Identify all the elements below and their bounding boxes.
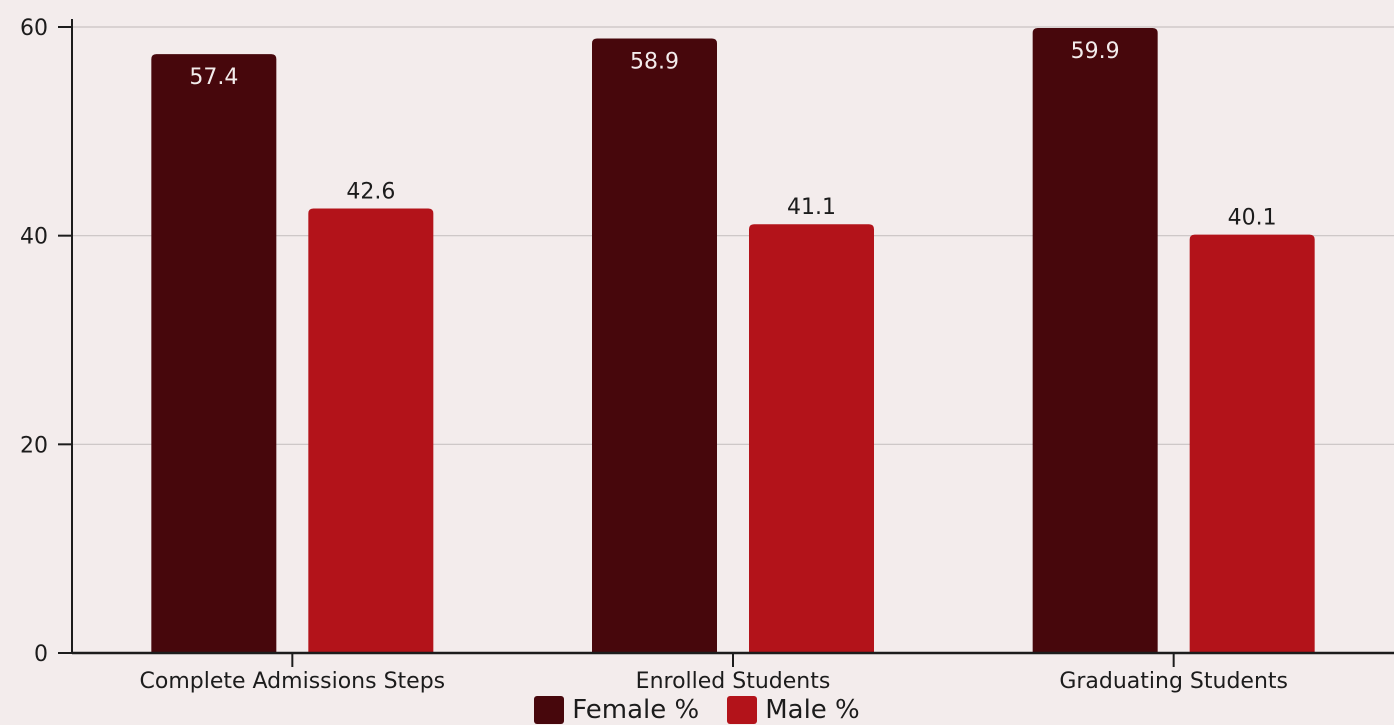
y-tick-label: 60	[20, 16, 48, 41]
data-label: 57.4	[189, 65, 238, 90]
bar-female	[592, 38, 717, 653]
bar-female	[151, 54, 277, 654]
axes: 0 20 40 60 Complete Admissions Steps Enrolled…	[20, 16, 1394, 694]
legend-label-female: Female %	[572, 695, 700, 725]
category-label: Enrolled Students	[636, 669, 831, 694]
legend-item-male: Male %	[727, 695, 860, 725]
data-label: 58.9	[630, 49, 679, 74]
legend-swatch-male	[727, 696, 758, 724]
legend-item-female: Female %	[534, 695, 699, 725]
data-label: 59.9	[1071, 39, 1120, 64]
gridlines	[72, 26, 1394, 445]
category-label: Complete Admissions Steps	[140, 669, 446, 694]
legend-swatch-female	[534, 696, 565, 724]
bar-male	[308, 208, 434, 654]
legend: Female % Male %	[0, 695, 1394, 725]
bar-male	[749, 224, 874, 653]
bars	[151, 28, 1315, 654]
category-label: Graduating Students	[1059, 669, 1288, 694]
data-label: 42.6	[346, 180, 395, 205]
y-tick-label: 40	[20, 225, 48, 250]
y-tick-label: 0	[34, 642, 48, 667]
data-label: 41.1	[787, 195, 836, 220]
bar-female	[1032, 28, 1158, 653]
data-label: 40.1	[1228, 206, 1277, 231]
data-labels: 57.4 42.6 58.9 41.1 59.9 40.1	[189, 39, 1276, 231]
legend-label-male: Male %	[765, 695, 860, 725]
bar-male	[1189, 234, 1315, 653]
y-tick-label: 20	[20, 433, 48, 458]
